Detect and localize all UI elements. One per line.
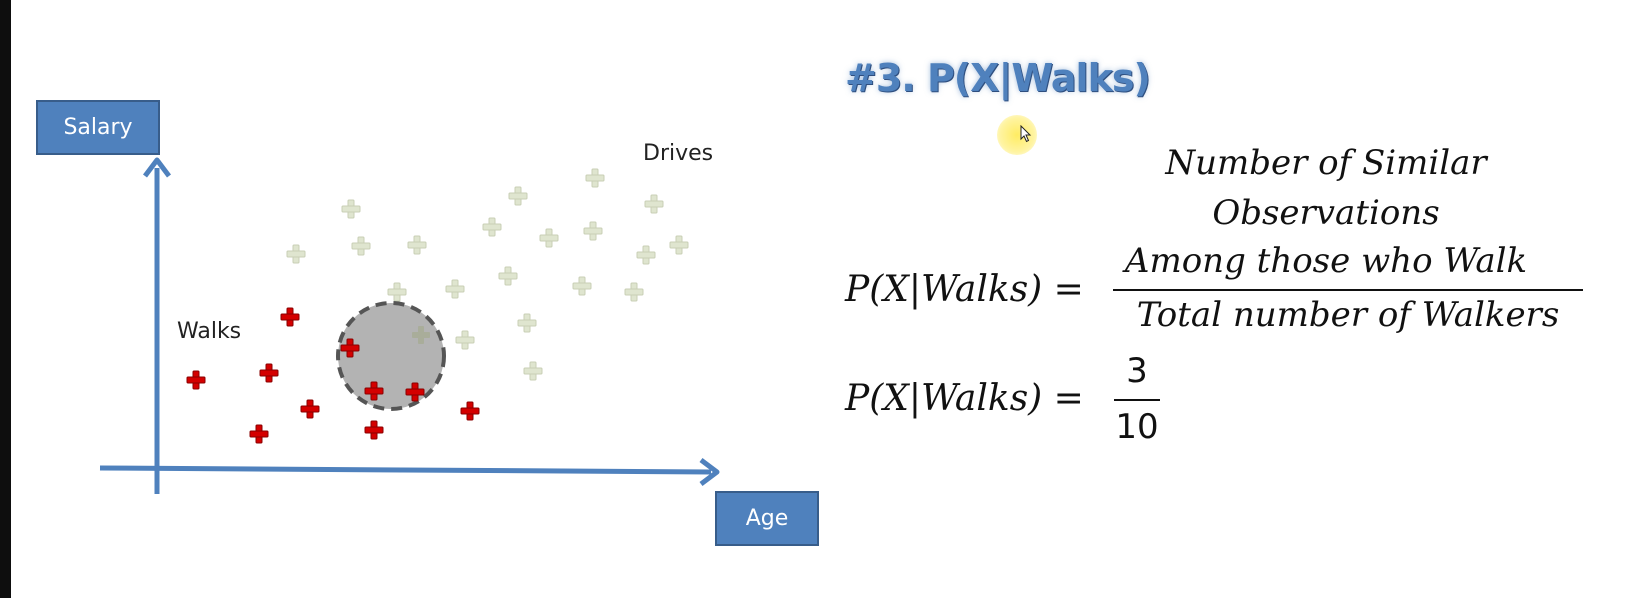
drives-point (387, 282, 407, 302)
drives-label: Drives (643, 141, 714, 166)
drives-point (669, 235, 689, 255)
fraction-bar (1113, 289, 1583, 291)
x-axis-line (99, 465, 712, 475)
drives-point (341, 199, 361, 219)
walks-point (259, 363, 279, 383)
walks-point (300, 399, 320, 419)
drives-point (286, 244, 306, 264)
drives-point (455, 330, 475, 350)
result-numerator: 3 (1126, 351, 1148, 391)
formula-lhs: P(X|Walks) = (845, 269, 1084, 310)
walks-point (364, 420, 384, 440)
drives-point (585, 168, 605, 188)
numerator-line-1: Number of Similar (1165, 143, 1487, 183)
walks-point (249, 424, 269, 444)
age-axis-label: Age (715, 491, 819, 546)
walks-label: Walks (177, 319, 242, 344)
drives-point (539, 228, 559, 248)
formula-lhs-2: P(X|Walks) = (845, 378, 1084, 419)
drives-point (498, 266, 518, 286)
drives-point (636, 245, 656, 265)
mouse-pointer-icon (1020, 125, 1032, 143)
salary-axis-label: Salary (36, 100, 160, 155)
drives-point (523, 361, 543, 381)
drives-point (624, 282, 644, 302)
drives-point (407, 235, 427, 255)
numerator-line-3: Among those who Walk (1124, 241, 1528, 281)
drives-point (644, 194, 664, 214)
drives-point (482, 217, 502, 237)
walks-point (460, 401, 480, 421)
x-axis-arrowhead (699, 458, 720, 486)
drives-point (517, 313, 537, 333)
slide-title: #3. P(X|Walks) (845, 56, 1151, 100)
scatter-diagram (99, 157, 720, 494)
denominator: Total number of Walkers (1136, 295, 1560, 335)
result-fraction-bar (1114, 399, 1160, 401)
numerator-line-2: Observations (1212, 193, 1440, 233)
drives-point (445, 279, 465, 299)
drives-point (508, 186, 528, 206)
walks-point (280, 307, 300, 327)
slide: Salary Age Walks Drives #3. P(X|Walks) N… (11, 0, 1628, 598)
drives-point (351, 236, 371, 256)
drives-point (583, 221, 603, 241)
similarity-circle (336, 301, 446, 411)
y-axis-arrowhead (143, 157, 171, 178)
walks-point (186, 370, 206, 390)
result-denominator: 10 (1115, 407, 1159, 447)
drives-point (572, 276, 592, 296)
